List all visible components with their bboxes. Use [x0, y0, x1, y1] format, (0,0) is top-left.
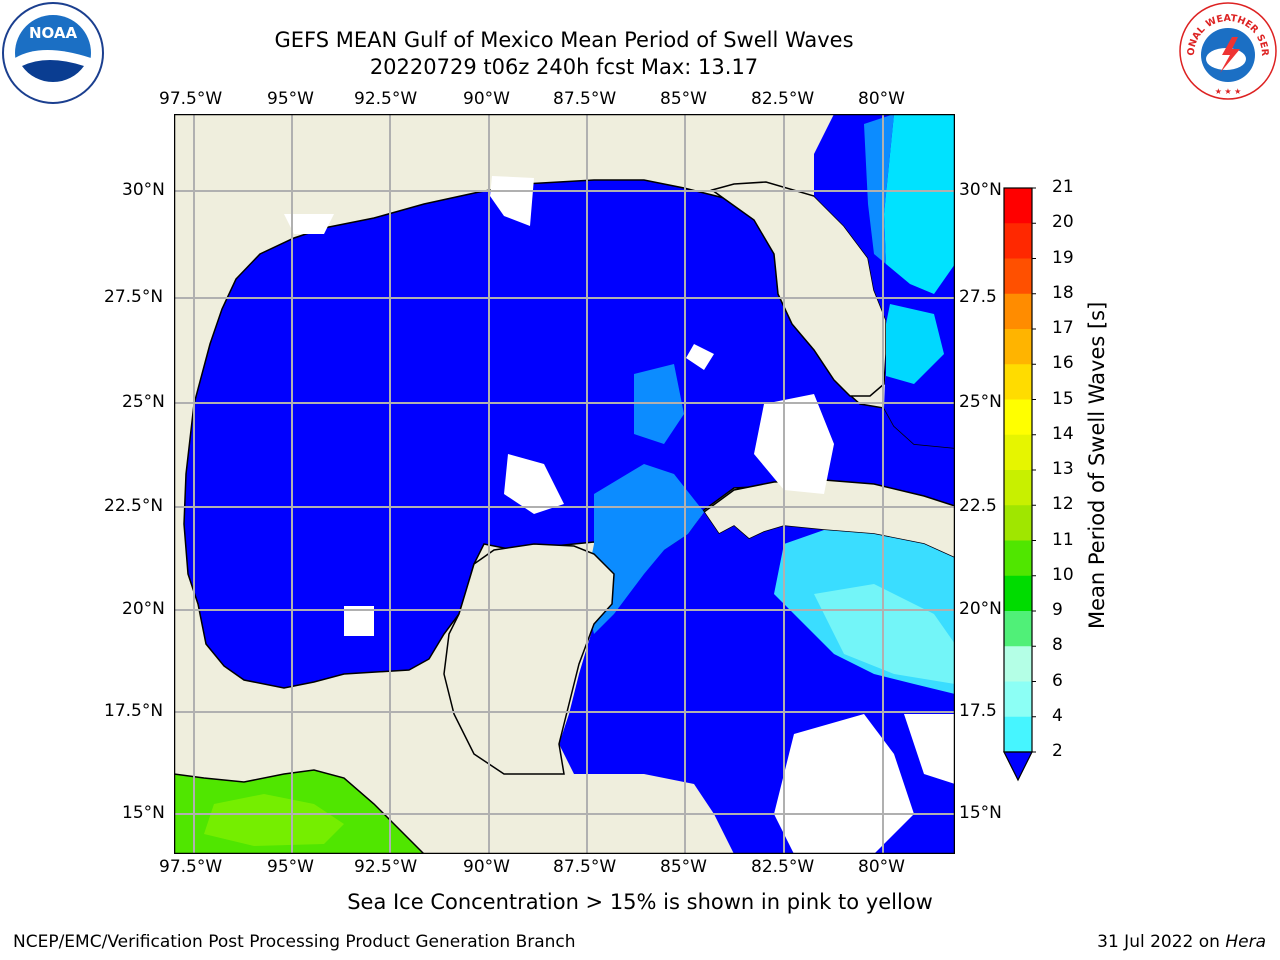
colorbar-tick-label: 17 — [1052, 318, 1074, 338]
colorbar-extend-arrow — [1003, 751, 1033, 782]
colorbar-tick-label: 13 — [1052, 459, 1074, 479]
colorbar-segment — [1004, 293, 1032, 330]
lon-label-bottom: 95°W — [267, 857, 314, 877]
footer-date-text: 31 Jul 2022 on — [1097, 932, 1226, 952]
no-data-patches — [284, 176, 955, 854]
colorbar-tick-label: 15 — [1052, 388, 1074, 409]
colorbar-segment — [1004, 505, 1032, 541]
lat-label-right: 15°N — [959, 803, 1002, 823]
lon-label-top: 90°W — [463, 89, 510, 109]
atlantic-light-band — [864, 114, 894, 264]
lat-label-right: 27.5 — [959, 287, 997, 307]
colorbar-tick-label: 12 — [1052, 494, 1074, 515]
lat-label-right: 20°N — [959, 599, 1002, 619]
lon-label-top: 87.5°W — [553, 89, 617, 109]
colorbar-segment — [1004, 611, 1032, 647]
colorbar-tick-label: 19 — [1052, 247, 1074, 268]
lat-lon-grid — [174, 114, 955, 854]
lat-label-left: 22.5°N — [104, 496, 164, 516]
colorbar-segment — [1004, 399, 1032, 436]
colorbar-tick-label: 2 — [1052, 741, 1063, 761]
footer-date: 31 Jul 2022 on Hera — [1097, 932, 1266, 952]
lon-label-top: 97.5°W — [159, 89, 223, 109]
colorbar-tick-label: 14 — [1052, 423, 1074, 444]
lat-label-left: 27.5°N — [104, 287, 164, 307]
svg-text:★ ★ ★: ★ ★ ★ — [1215, 87, 1242, 96]
noaa-logo-icon: NOAA — [2, 2, 104, 104]
lon-label-top: 85°W — [660, 89, 707, 109]
colorbar-segment — [1004, 329, 1032, 365]
lat-label-right: 30°N — [959, 180, 1002, 200]
colorbar-segment — [1004, 681, 1032, 718]
yucatan-peninsula — [443, 543, 615, 775]
lon-label-bottom: 92.5°W — [354, 857, 418, 877]
chart-subtitle: 20220729 t06z 240h fcst Max: 13.17 — [369, 55, 759, 79]
colorbar-segment — [1004, 223, 1032, 259]
lon-label-bottom: 82.5°W — [751, 857, 815, 877]
colorbar-label: Mean Period of Swell Waves [s] — [1085, 301, 1109, 629]
colorbar-segment — [1004, 470, 1032, 506]
colorbar-tick-label: 18 — [1052, 282, 1074, 303]
colorbar-segment — [1004, 716, 1032, 753]
lon-label-bottom: 80°W — [858, 857, 905, 877]
lon-label-bottom: 90°W — [463, 857, 510, 877]
lat-label-left: 25°N — [122, 392, 165, 412]
colorbar-segment — [1004, 258, 1032, 295]
lon-label-top: 92.5°W — [354, 89, 418, 109]
colorbar-segment — [1004, 188, 1032, 224]
colorbar-tick-label: 20 — [1052, 212, 1074, 233]
colorbar-tick-label: 21 — [1052, 177, 1074, 197]
colorbar-tick-label: 11 — [1052, 529, 1074, 550]
lon-label-top: 95°W — [267, 89, 314, 109]
colorbar-tick-label: 16 — [1052, 353, 1074, 374]
colorbar-segment — [1004, 540, 1032, 577]
gulf-of-mexico-map — [174, 114, 955, 854]
lat-label-right: 25°N — [959, 392, 1002, 412]
colorbar-segment — [1004, 646, 1032, 682]
lat-label-right: 22.5 — [959, 496, 997, 516]
lon-label-bottom: 97.5°W — [159, 857, 223, 877]
lat-label-left: 20°N — [122, 599, 165, 619]
lon-label-top: 82.5°W — [751, 89, 815, 109]
map-frame — [174, 114, 955, 854]
colorbar-tick-label: 6 — [1052, 670, 1063, 691]
nws-logo-icon: NATIONAL WEATHER SERVICE ★ ★ ★ — [1178, 1, 1277, 100]
colorbar-segment — [1004, 364, 1032, 400]
atlantic-cyan-band — [884, 114, 955, 294]
colorbar — [1003, 187, 1036, 782]
colorbar-segment — [1004, 434, 1032, 471]
sea-ice-note: Sea Ice Concentration > 15% is shown in … — [347, 890, 933, 914]
footer-credit: NCEP/EMC/Verification Post Processing Pr… — [13, 932, 576, 952]
noaa-logo-text: NOAA — [29, 24, 78, 42]
lat-label-left: 15°N — [122, 803, 165, 823]
colorbar-segment — [1004, 575, 1032, 612]
lat-label-left: 17.5°N — [104, 701, 164, 721]
lon-label-bottom: 85°W — [660, 857, 707, 877]
lat-label-left: 30°N — [122, 180, 165, 200]
lon-label-bottom: 87.5°W — [553, 857, 617, 877]
lon-label-top: 80°W — [858, 89, 905, 109]
colorbar-tick-label: 4 — [1052, 705, 1063, 726]
colorbar-tick-label: 10 — [1052, 564, 1074, 585]
footer-host: Hera — [1225, 932, 1266, 952]
colorbar-tick-label: 9 — [1052, 600, 1063, 620]
colorbar-tick-label: 8 — [1052, 635, 1063, 656]
chart-title: GEFS MEAN Gulf of Mexico Mean Period of … — [274, 28, 854, 52]
lat-label-right: 17.5 — [959, 701, 997, 721]
